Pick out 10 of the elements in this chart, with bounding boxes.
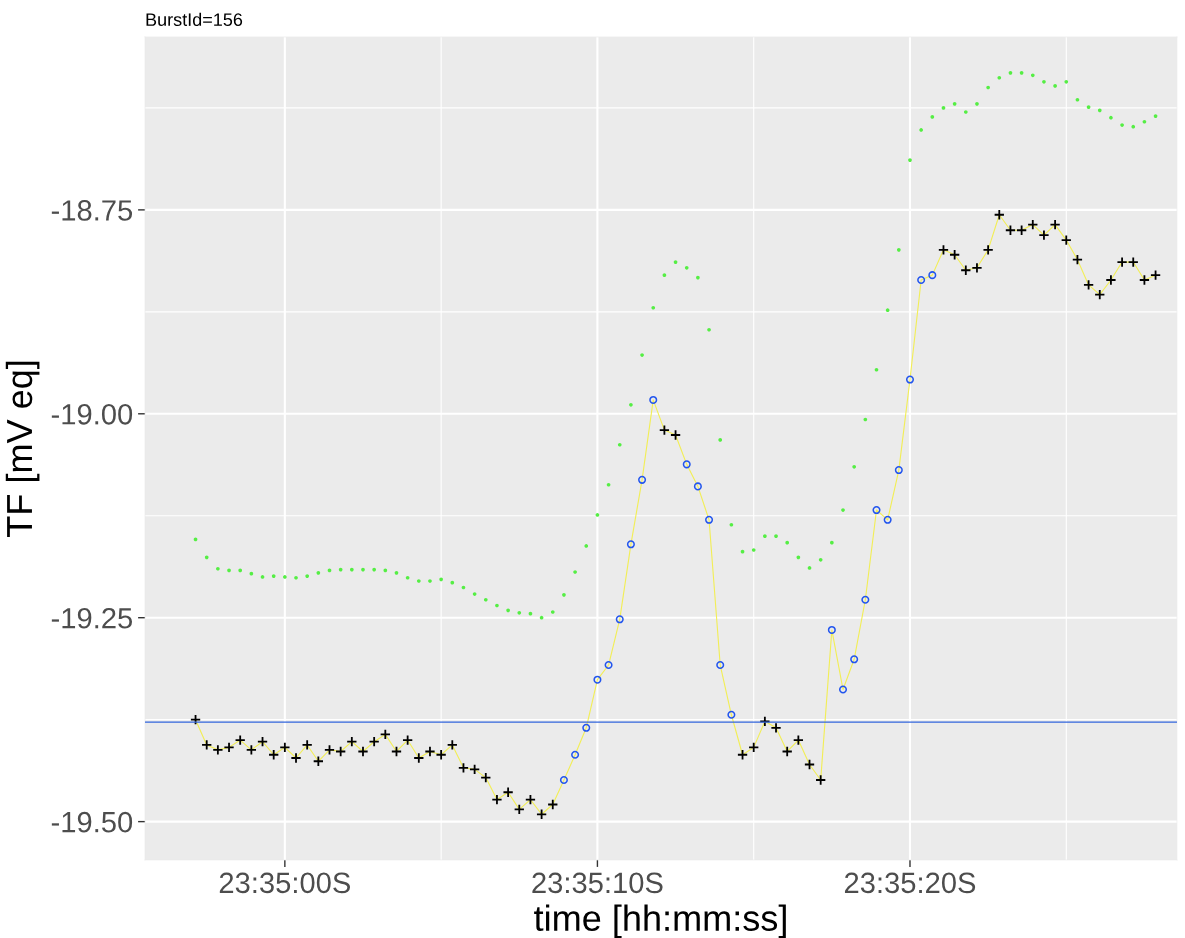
chart-title: BurstId=156 <box>146 12 243 27</box>
x-tick-label: 23:35:10S <box>532 872 663 894</box>
x-tick-label: 23:35:00S <box>219 872 351 894</box>
y-tick-label: -19.50 <box>51 811 133 833</box>
y-tick-label: -18.75 <box>51 200 133 221</box>
y-axis-title: TF [mV eq] <box>5 361 40 537</box>
x-axis-title: time [hh:mm:ss] <box>534 904 786 938</box>
y-tick-label: -19.25 <box>51 607 133 629</box>
y-tick-label: -19.00 <box>51 403 133 425</box>
x-tick-label: 23:35:20S <box>844 872 976 894</box>
